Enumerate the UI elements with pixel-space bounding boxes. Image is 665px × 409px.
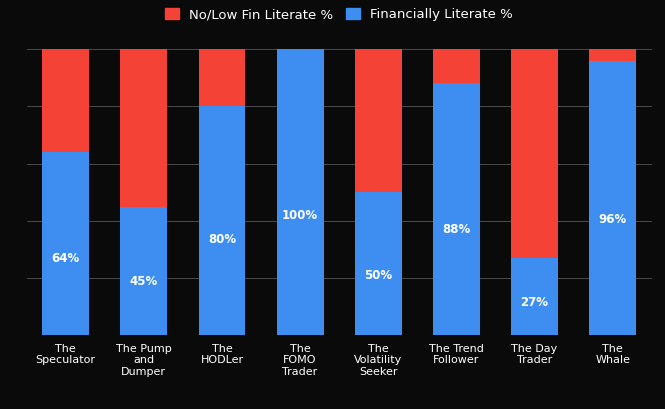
Bar: [120, 49, 168, 207]
Bar: [511, 258, 558, 335]
Bar: [277, 49, 323, 335]
Bar: [355, 49, 402, 192]
Bar: [120, 207, 168, 335]
Bar: [433, 83, 479, 335]
Text: 100%: 100%: [282, 209, 318, 222]
Bar: [433, 49, 479, 83]
Bar: [511, 49, 558, 258]
Bar: [355, 192, 402, 335]
Bar: [42, 49, 89, 152]
Bar: [589, 61, 636, 335]
Legend: No/Low Fin Literate %, Financially Literate %: No/Low Fin Literate %, Financially Liter…: [162, 4, 517, 25]
Text: 96%: 96%: [598, 213, 626, 227]
Bar: [589, 49, 636, 61]
Text: 88%: 88%: [442, 223, 470, 236]
Bar: [42, 152, 89, 335]
Text: 45%: 45%: [130, 275, 158, 288]
Bar: [198, 49, 245, 106]
Text: 27%: 27%: [521, 297, 549, 310]
Text: 50%: 50%: [364, 269, 392, 282]
Text: 80%: 80%: [208, 233, 236, 246]
Bar: [198, 106, 245, 335]
Text: 64%: 64%: [52, 252, 80, 265]
